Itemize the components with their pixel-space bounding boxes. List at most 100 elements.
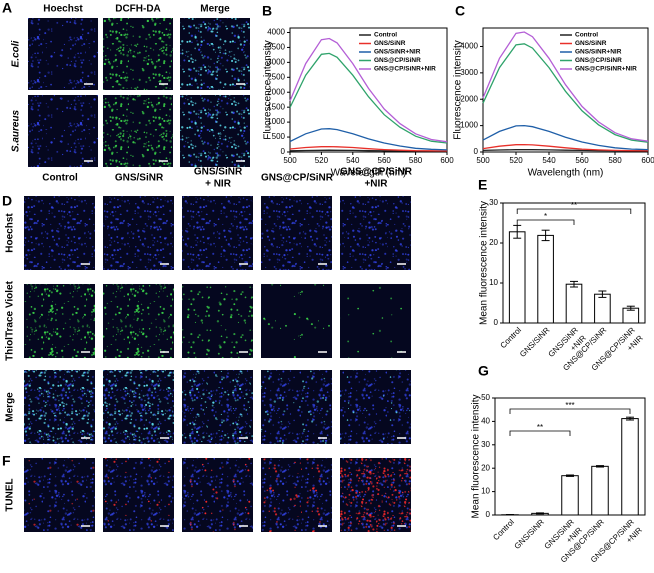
micrograph-layer: [340, 458, 411, 532]
y-tick-label: 3000: [267, 57, 285, 66]
x-tick-label: Control: [499, 325, 524, 350]
micrograph-layer: [180, 95, 250, 167]
micrograph-layer: [24, 284, 95, 358]
x-tick-label: 580: [608, 156, 622, 165]
legend-label: Control: [575, 32, 598, 39]
x-tick-label: 540: [346, 156, 360, 165]
panel-label: E: [478, 177, 487, 193]
legend-label: GNS@CP/SiNR+NIR: [575, 66, 637, 73]
micrograph-layer: [103, 18, 173, 90]
y-tick-label: 20: [489, 238, 498, 247]
y-tick-label: 20: [481, 463, 490, 472]
row-label: E.coli: [11, 40, 22, 67]
plot-frame: [289, 27, 448, 153]
column-header-suffix: + NIR: [205, 179, 232, 190]
legend-label: GNS/SiNR+NIR: [575, 49, 622, 56]
plot-frame: [482, 27, 649, 153]
panel-label: B: [262, 3, 272, 19]
micrograph-layer: [180, 18, 250, 90]
column-header: GNS@CP/SiNR: [340, 167, 413, 178]
micrograph-layer: [261, 196, 332, 270]
micrograph-layer: [28, 95, 98, 167]
y-tick-label: 0: [494, 318, 499, 327]
y-tick-label: 30: [489, 198, 498, 207]
y-tick-label: 4000: [267, 28, 285, 37]
y-tick-label: 50: [481, 393, 490, 402]
panel-label: D: [2, 193, 12, 209]
x-tick-label: 500: [283, 156, 297, 165]
significance-bracket: [509, 408, 631, 414]
legend-label: GNS/SiNR: [374, 40, 406, 47]
x-tick-label: 560: [378, 156, 392, 165]
micrograph-layer: [182, 370, 253, 444]
micrograph-layer: [261, 458, 332, 532]
x-tick-label: 500: [476, 156, 490, 165]
column-header-suffix: +NIR: [364, 179, 388, 190]
row-label: Merge: [5, 392, 16, 422]
y-tick-label: 1000: [460, 121, 478, 130]
significance-bracket: [516, 208, 632, 214]
line-series: [289, 128, 448, 151]
column-header: Control: [42, 173, 78, 184]
significance-label: *: [544, 212, 547, 221]
significance-bracket: [509, 430, 571, 436]
significance-label: **: [571, 201, 577, 210]
panel-label: C: [455, 3, 465, 19]
x-tick-label: 520: [315, 156, 329, 165]
row-label: TUNEL: [5, 478, 16, 511]
legend-label: GNS/SiNR: [575, 40, 607, 47]
y-tick-label: 1000: [267, 117, 285, 126]
row-label: Hoechst: [5, 213, 16, 253]
micrograph-layer: [340, 370, 411, 444]
panel-label: F: [2, 453, 11, 469]
panel-label: A: [2, 0, 12, 16]
x-tick-label: 580: [409, 156, 423, 165]
micrograph-layer: [28, 18, 98, 90]
legend-label: GNS@CP/SiNR: [575, 57, 622, 64]
y-tick-label: 30: [481, 440, 490, 449]
bar: [508, 231, 526, 324]
significance-bracket: [516, 219, 575, 225]
y-tick-label: 2000: [267, 87, 285, 96]
micrograph-layer: [182, 284, 253, 358]
micrograph-layer: [182, 458, 253, 532]
column-header: Merge: [200, 4, 230, 15]
column-header: GNS/SiNR: [115, 173, 164, 184]
line-series: [482, 124, 649, 151]
y-tick-label: 500: [272, 132, 286, 141]
micrograph-layer: [261, 370, 332, 444]
row-label: ThiolTrace Violet: [5, 280, 16, 361]
column-header: GNS@CP/SiNR: [261, 173, 334, 184]
y-axis-label: Fluorescence intensity: [453, 40, 464, 140]
x-axis-label: Wavelength (nm): [528, 168, 604, 179]
bar: [537, 234, 554, 324]
bar: [594, 293, 611, 324]
micrograph-layer: [24, 370, 95, 444]
line-series: [482, 43, 649, 143]
significance-label: ***: [565, 401, 574, 410]
y-tick-label: 2000: [460, 94, 478, 103]
y-axis-label: Mean fluorescence intensity: [471, 395, 482, 519]
micrograph-layer: [24, 458, 95, 532]
y-tick-label: 0: [474, 147, 479, 156]
line-series: [289, 145, 448, 152]
micrograph-layer: [182, 196, 253, 270]
x-tick-label: GNS/SiNR: [513, 517, 547, 551]
bar: [561, 475, 579, 516]
micrograph-layer: [103, 458, 174, 532]
micrograph-layer: [103, 196, 174, 270]
line-series: [482, 31, 649, 142]
micrograph-layer: [103, 284, 174, 358]
y-tick-label: 2500: [267, 72, 285, 81]
y-tick-label: 3000: [460, 68, 478, 77]
bar: [621, 418, 639, 516]
x-tick-label: 600: [641, 156, 654, 165]
legend-label: GNS/SiNR+NIR: [374, 49, 421, 56]
line-series: [289, 37, 448, 143]
y-tick-label: 3500: [267, 43, 285, 52]
column-header: GNS/SiNR: [194, 167, 243, 178]
micrograph-layer: [340, 284, 411, 358]
column-header: Hoechst: [43, 4, 83, 15]
legend-label: GNS@CP/SiNR: [374, 57, 421, 64]
bar: [565, 283, 583, 324]
